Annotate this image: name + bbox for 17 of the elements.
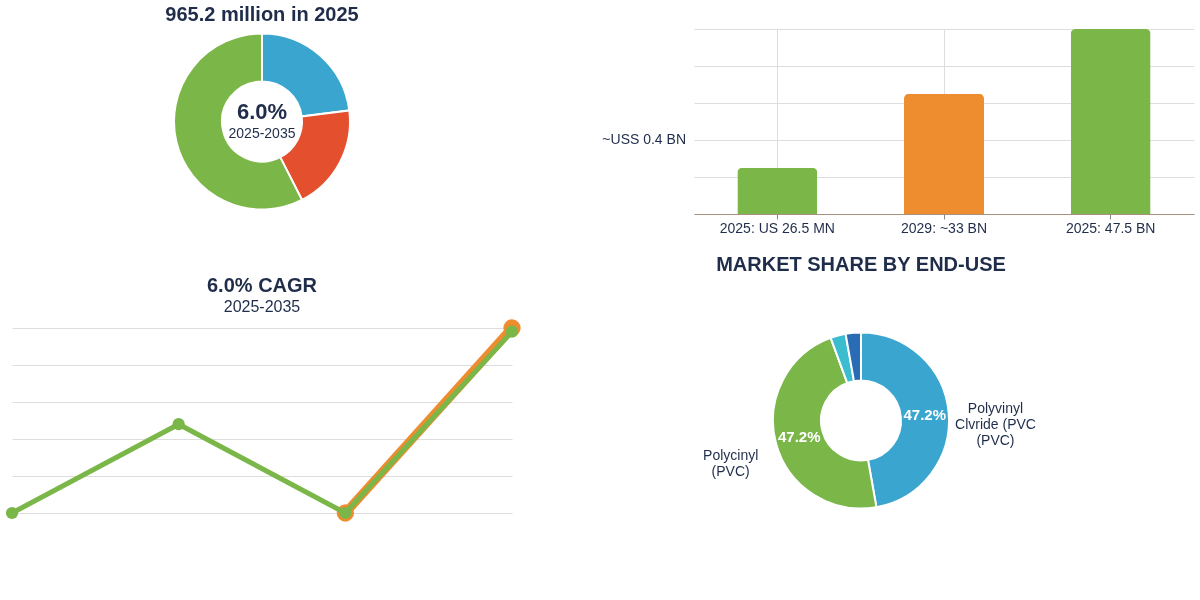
point [172,418,185,431]
chart-title: MARKET SHARE BY END-USE [716,253,1006,276]
text: 2025-2035 [228,124,296,141]
x-tick-label: 2025: US 26.5 MN [719,219,835,236]
text: ~USS 0.4 BN [602,131,686,147]
point [505,325,519,338]
x-tick-label: 2025: 47.5 BN [1065,219,1156,236]
data-label: 47.2% [777,428,821,446]
data-label: 47.2% [903,405,947,423]
chart-title: 6.0% CAGR [206,274,318,297]
point [5,506,19,520]
slice-label: Polyvinyl Clvride (PVC (PVC) [955,399,1036,448]
chart-title: 965.2 million in 2025 [165,3,359,25]
chart-subtitle: 2025-2035 [223,298,301,316]
x-tick-label: 2029: ~33 BN [900,219,988,236]
slice-label: Polycinyl (PVC) [703,446,759,479]
text: 6.0% [236,98,288,124]
